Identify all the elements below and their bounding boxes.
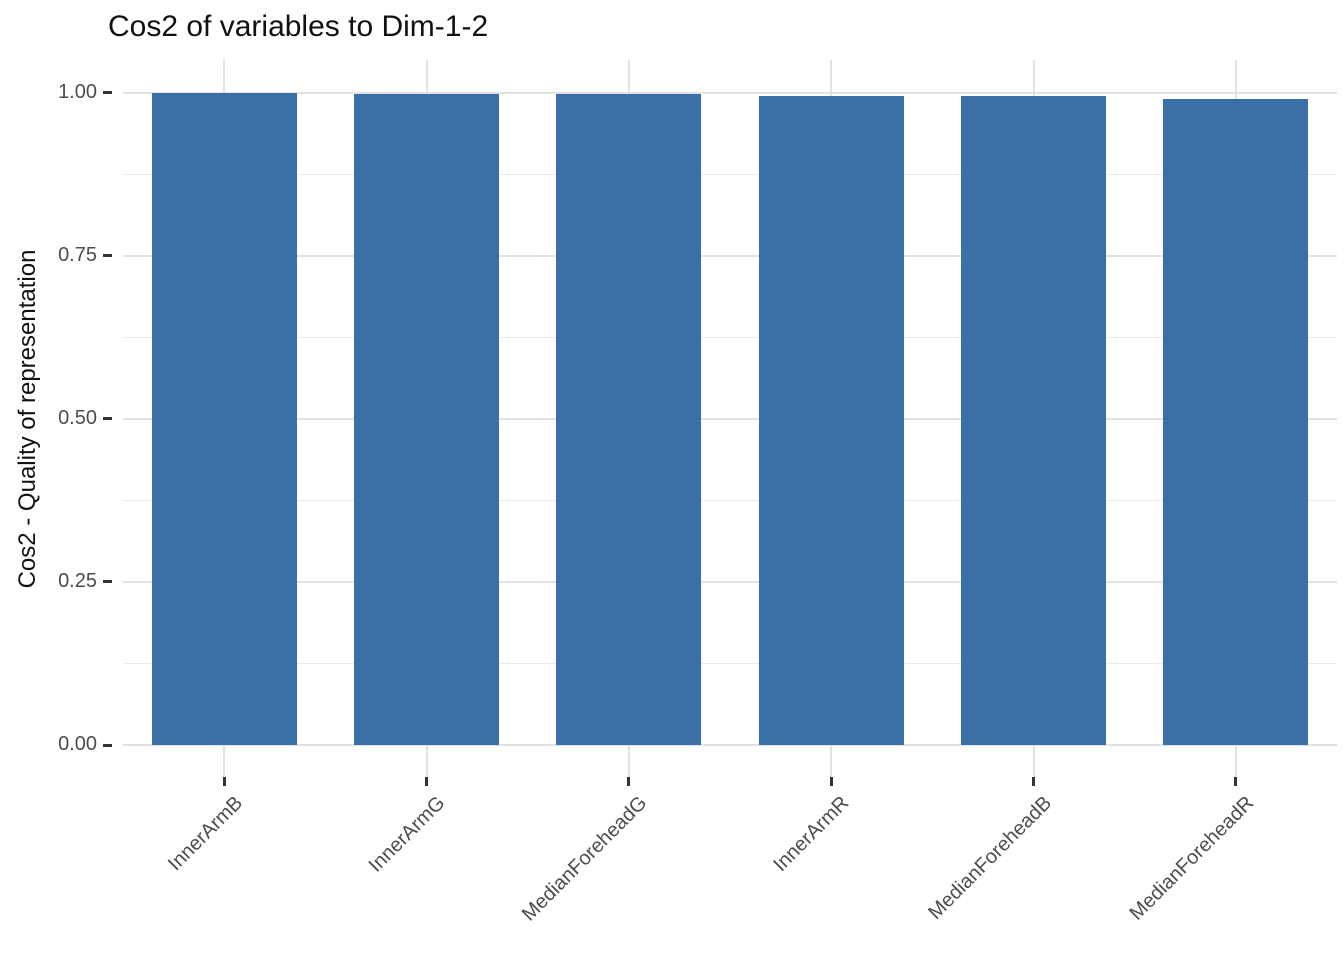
y-tick-label: 0.00 (58, 733, 97, 755)
x-tick-label: InnerArmR (769, 792, 854, 876)
plot-panel (123, 60, 1337, 777)
gridline-minor-y (123, 499, 1337, 501)
x-tick-mark (627, 777, 631, 786)
bar-MedianForeheadG (556, 94, 702, 745)
y-tick-mark (103, 580, 112, 584)
y-tick-mark (103, 417, 112, 421)
bar-InnerArmG (354, 93, 499, 745)
gridline-major-y (123, 580, 1337, 583)
x-tick-mark (1032, 777, 1035, 786)
gridline-major-y (123, 254, 1337, 257)
y-tick-label: 0.75 (58, 243, 97, 266)
gridline-minor-y (123, 336, 1337, 338)
x-tick-label: MedianForeheadG (517, 792, 652, 926)
y-tick-label: 1.00 (58, 80, 97, 103)
gridline-minor-y (123, 173, 1337, 175)
x-tick-mark (222, 777, 226, 786)
y-tick-mark (103, 254, 112, 258)
gridline-minor-y (123, 662, 1337, 664)
x-tick-label: MedianForeheadB (924, 792, 1057, 924)
y-tick-mark (103, 743, 112, 747)
x-tick-mark (1234, 777, 1238, 786)
bar-MedianForeheadB (961, 96, 1106, 745)
gridline-major-y (123, 91, 1337, 94)
x-tick-mark (829, 777, 833, 786)
y-tick-mark (103, 91, 112, 94)
x-tick-label: MedianForeheadR (1125, 792, 1259, 925)
x-tick-label: InnerArmB (163, 792, 247, 876)
x-tick-mark (425, 777, 428, 786)
bar-InnerArmB (151, 92, 297, 745)
plot-title: Cos2 of variables to Dim-1-2 (108, 10, 489, 43)
bar-InnerArmR (758, 95, 904, 745)
y-tick-label: 0.50 (58, 406, 97, 429)
gridline-major-y (123, 744, 1337, 746)
y-tick-label: 0.25 (58, 569, 97, 592)
bar-MedianForeheadR (1163, 98, 1309, 745)
gridline-major-y (123, 417, 1337, 420)
x-tick-label: InnerArmG (364, 792, 450, 877)
